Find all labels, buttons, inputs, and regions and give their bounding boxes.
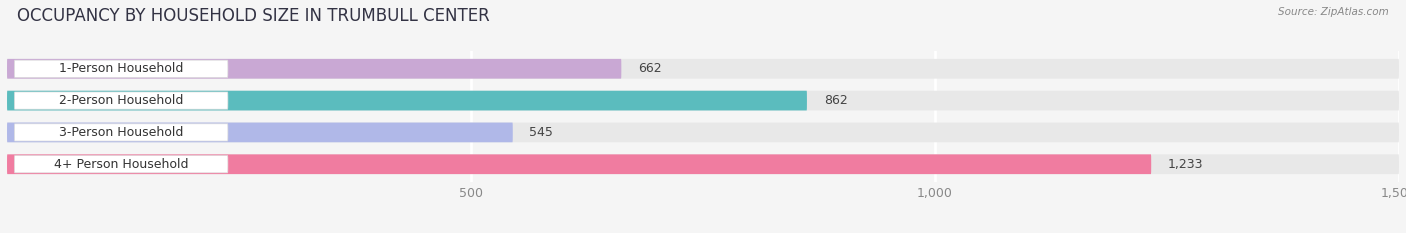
- Text: 3-Person Household: 3-Person Household: [59, 126, 183, 139]
- FancyBboxPatch shape: [14, 92, 228, 109]
- FancyBboxPatch shape: [7, 123, 1399, 142]
- FancyBboxPatch shape: [7, 154, 1152, 174]
- FancyBboxPatch shape: [14, 156, 228, 173]
- FancyBboxPatch shape: [7, 91, 1399, 110]
- Text: 1,233: 1,233: [1168, 158, 1204, 171]
- Text: 2-Person Household: 2-Person Household: [59, 94, 183, 107]
- Text: 545: 545: [530, 126, 554, 139]
- FancyBboxPatch shape: [7, 59, 1399, 79]
- FancyBboxPatch shape: [14, 60, 228, 77]
- Text: Source: ZipAtlas.com: Source: ZipAtlas.com: [1278, 7, 1389, 17]
- FancyBboxPatch shape: [7, 59, 621, 79]
- Text: 1-Person Household: 1-Person Household: [59, 62, 183, 75]
- Text: 4+ Person Household: 4+ Person Household: [53, 158, 188, 171]
- Text: OCCUPANCY BY HOUSEHOLD SIZE IN TRUMBULL CENTER: OCCUPANCY BY HOUSEHOLD SIZE IN TRUMBULL …: [17, 7, 489, 25]
- FancyBboxPatch shape: [7, 154, 1399, 174]
- FancyBboxPatch shape: [14, 124, 228, 141]
- Text: 662: 662: [638, 62, 662, 75]
- FancyBboxPatch shape: [7, 91, 807, 110]
- FancyBboxPatch shape: [7, 123, 513, 142]
- Text: 862: 862: [824, 94, 848, 107]
